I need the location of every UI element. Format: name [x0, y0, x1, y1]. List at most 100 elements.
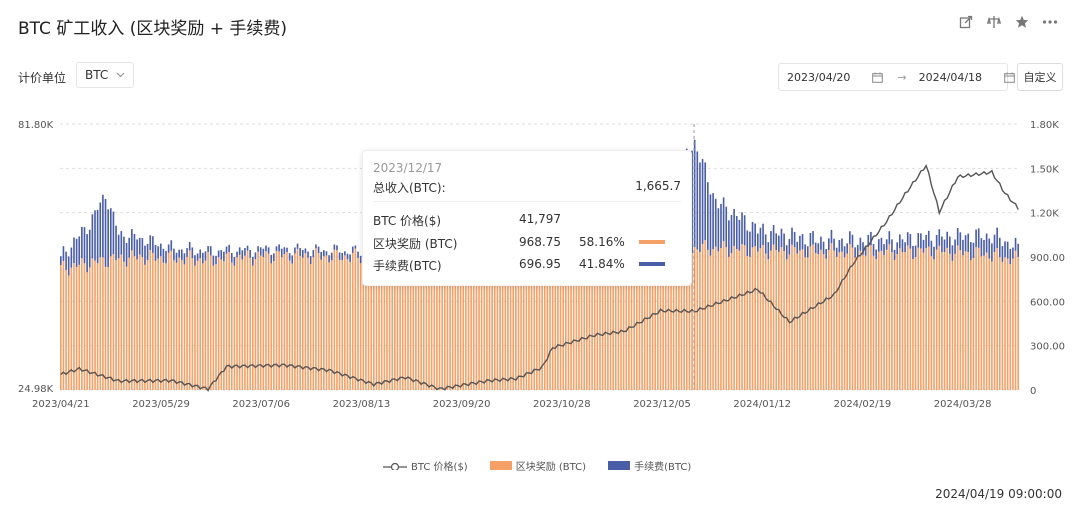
fee-bar — [75, 238, 78, 268]
fee-bar — [793, 231, 796, 248]
start-date-input[interactable]: 2023/04/20 — [787, 70, 851, 84]
legend-item-fee[interactable]: 手续费(BTC) — [608, 458, 691, 473]
reward-bar — [280, 257, 283, 390]
reward-bar — [920, 248, 922, 390]
reward-bar — [233, 265, 236, 390]
fee-bar — [199, 249, 202, 259]
reward-bar — [596, 247, 599, 390]
fee-bar — [152, 236, 154, 253]
fee-bar — [838, 239, 841, 253]
custom-range-button[interactable]: 自定义 — [1017, 63, 1063, 91]
fee-bar — [941, 236, 943, 253]
reward-bar — [685, 242, 688, 390]
reward-bar — [378, 264, 380, 390]
reward-bar — [449, 255, 451, 390]
more-icon[interactable] — [1042, 14, 1058, 30]
reward-bar — [391, 251, 394, 390]
fee-bar — [841, 238, 843, 252]
fee-bar — [328, 255, 330, 263]
reward-bar — [307, 257, 309, 390]
fee-bar — [109, 208, 112, 257]
fee-bar — [238, 247, 241, 255]
y-right-tick-label: 300.00 — [1030, 342, 1065, 353]
fee-bar — [806, 246, 809, 258]
fee-bar — [809, 233, 812, 247]
fee-bar — [191, 247, 194, 259]
reward-bar — [809, 246, 812, 390]
fee-bar — [906, 232, 909, 246]
legend-item-reward[interactable]: 区块奖励 (BTC) — [489, 458, 586, 473]
fee-bar — [767, 242, 770, 260]
reward-bar — [380, 260, 383, 390]
y-right-tick-label: 1.20K — [1030, 209, 1059, 220]
reward-bar — [154, 260, 157, 390]
reward-bar — [136, 259, 138, 390]
fee-bar — [935, 235, 938, 250]
reward-bar — [325, 255, 328, 390]
reward-bar — [670, 253, 672, 390]
fee-bar — [175, 252, 178, 263]
reward-bar — [578, 247, 580, 390]
fee-bar — [354, 245, 357, 249]
reward-bar — [296, 248, 299, 390]
reward-bar — [622, 256, 625, 390]
reward-bar — [925, 248, 927, 390]
reward-bar — [265, 251, 267, 390]
reward-bar — [228, 251, 230, 390]
reward-bar — [188, 250, 191, 390]
fee-bar — [707, 182, 709, 250]
fee-bar — [822, 241, 825, 255]
reward-bar — [388, 259, 391, 390]
reward-bar — [112, 254, 115, 390]
reward-bar — [714, 246, 717, 390]
reward-bar — [977, 247, 980, 390]
fee-bar — [1006, 241, 1009, 259]
fee-bar — [948, 236, 951, 254]
fee-bar — [772, 224, 775, 245]
fee-bar — [336, 245, 338, 251]
reward-bar — [507, 257, 509, 390]
reward-bar — [814, 253, 817, 390]
end-date-input[interactable]: 2024/04/18 — [918, 70, 983, 84]
reward-bar — [109, 256, 112, 390]
reward-bar — [525, 259, 528, 390]
unit-select[interactable]: BTC — [76, 62, 134, 88]
fee-bar — [1012, 247, 1014, 259]
reward-bar — [459, 253, 462, 390]
fee-bar — [133, 234, 136, 257]
reward-bar — [946, 247, 948, 390]
x-tick-label: 2023/04/21 — [32, 399, 90, 410]
x-tick-label: 2023/10/28 — [533, 399, 591, 410]
fee-bar — [228, 244, 230, 252]
fee-bar — [927, 230, 930, 247]
fee-bar — [959, 232, 962, 251]
fee-bar — [735, 215, 738, 250]
reward-bar — [820, 249, 822, 390]
reward-bar — [349, 261, 351, 390]
reward-bar — [557, 246, 559, 390]
fee-bar — [896, 242, 899, 255]
fee-bar — [288, 253, 291, 261]
reward-bar — [299, 255, 301, 390]
fee-bar — [712, 193, 714, 250]
legend-item-price[interactable]: BTC 价格($) — [383, 458, 468, 473]
share-icon[interactable] — [958, 14, 974, 30]
tooltip-fee-swatch — [639, 262, 665, 266]
compare-icon[interactable] — [986, 14, 1002, 30]
fee-bar — [783, 233, 785, 252]
fee-bar — [159, 243, 162, 257]
reward-bar — [102, 257, 104, 390]
reward-bar — [83, 263, 86, 390]
fee-bar — [849, 231, 851, 245]
fee-bar — [993, 234, 996, 253]
fee-bar — [901, 239, 904, 253]
fee-bar — [828, 238, 830, 251]
tooltip-reward-value: 968.75 — [519, 235, 561, 249]
reward-bar — [415, 260, 417, 390]
fee-bar — [759, 227, 762, 249]
reward-bar — [294, 253, 296, 390]
star-icon[interactable] — [1014, 14, 1030, 30]
date-range-picker[interactable]: 2023/04/20 → 2024/04/18 — [778, 63, 1015, 91]
reward-bar — [564, 258, 567, 390]
